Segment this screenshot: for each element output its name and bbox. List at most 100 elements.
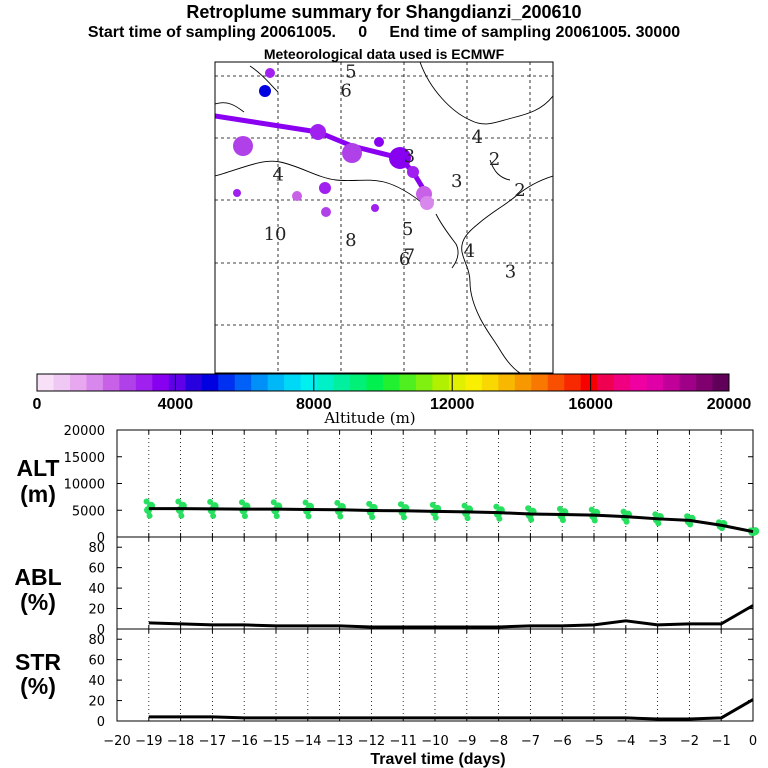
time-series-panels: 05000100001500020000020406080020406080−2…	[64, 424, 760, 749]
altitude-scatter-point	[655, 520, 662, 527]
colorbar-tick-label: 0	[33, 396, 42, 413]
x-tick-label: −14	[294, 734, 321, 749]
colorbar-cell	[630, 374, 648, 391]
centroid-circle-day-6-north	[259, 85, 271, 97]
x-tick-label: −17	[199, 734, 226, 749]
panel-0: 0 5000 10000 15000 20000	[64, 424, 760, 546]
centroid-circle-day-4	[233, 136, 253, 156]
panel-frame	[116, 628, 754, 722]
y-tick-label: 20000	[64, 424, 105, 439]
x-tick-label: −6	[553, 734, 572, 749]
colorbar-tick-label: 4000	[158, 396, 194, 413]
colorbar-cell	[663, 374, 681, 391]
x-tick-label: −9	[457, 734, 476, 749]
day-label: 5	[345, 62, 356, 83]
x-tick-label: −18	[167, 734, 194, 749]
colorbar-cell	[37, 374, 54, 391]
x-tick-label: −16	[230, 734, 257, 749]
colorbar-cell	[333, 374, 351, 391]
centroid-circle-day-2b	[407, 166, 419, 178]
y-tick-label: 40	[88, 582, 105, 597]
colorbar-cell	[168, 374, 186, 391]
colorbar-cell	[152, 374, 170, 391]
x-tick-label: −12	[358, 734, 385, 749]
y-tick-label: 20	[88, 695, 105, 710]
str-panel-label: STR	[15, 649, 61, 675]
y-tick-label: 0	[97, 623, 105, 638]
altitude-scatter-point	[143, 498, 150, 505]
x-tick-label: −15	[262, 734, 289, 749]
centroid-circle-day-10	[233, 189, 241, 197]
altitude-scatter-point	[751, 527, 760, 536]
y-tick-label: 10000	[64, 478, 105, 493]
series-line	[148, 507, 754, 534]
altitude-scatter-point	[146, 512, 153, 519]
colorbar-cell	[267, 374, 285, 391]
series-line	[148, 604, 754, 629]
altitude-scatter-point	[175, 498, 182, 505]
x-axis-title: Travel time (days)	[370, 751, 505, 768]
colorbar-cell	[366, 374, 384, 391]
colorbar-cell	[350, 374, 368, 391]
day-label: 3	[451, 171, 462, 192]
x-tick-label: −4	[616, 734, 635, 749]
altitude-colorbar: 0 4000 8000 12000 16000 20000 Altitude (m)	[33, 373, 751, 427]
altitude-scatter-point	[559, 517, 566, 524]
day-label: 2	[489, 149, 500, 170]
altitude-scatter-point	[591, 517, 598, 524]
colorbar-title: Altitude (m)	[323, 409, 415, 427]
altitude-scatter-point	[432, 514, 439, 521]
colorbar-cell	[564, 374, 582, 391]
centroid-circle-day-2c	[374, 137, 384, 147]
colorbar-cell	[218, 374, 236, 391]
map-frame	[214, 61, 554, 374]
altitude-scatter-point	[207, 498, 214, 505]
colorbar-cell	[135, 374, 153, 391]
colorbar-cell	[284, 374, 302, 391]
x-tick-label: −7	[521, 734, 540, 749]
colorbar-cells	[37, 374, 730, 391]
map-gridlines	[215, 62, 553, 373]
x-tick-label: −1	[712, 734, 731, 749]
colorbar-cell	[712, 374, 730, 391]
sampling-subtitle: Start time of sampling 20061005. 0 End t…	[87, 24, 681, 41]
colorbar-cell	[201, 374, 219, 391]
colorbar-cell	[465, 374, 483, 391]
colorbar-tick-label: 16000	[568, 396, 613, 413]
day-label: 3	[404, 146, 415, 167]
altitude-scatter-point	[496, 515, 503, 522]
colorbar-cell	[234, 374, 252, 391]
colorbar-cell	[69, 374, 87, 391]
x-tick-label: −2	[680, 734, 699, 749]
colorbar-cell	[383, 374, 400, 391]
colorbar-cell	[415, 374, 433, 391]
chart-title: Retroplume summary for Shangdianzi_20061…	[186, 2, 582, 22]
colorbar-cell	[679, 374, 697, 391]
y-tick-label: 80	[88, 541, 105, 556]
colorbar-cell	[251, 374, 269, 391]
y-tick-label: 0	[97, 531, 105, 546]
day-label: 0	[566, 227, 577, 248]
x-tick-label: −20	[103, 734, 130, 749]
panel-1: 0 20 40 60 80	[88, 536, 754, 638]
centroid-circle-day-5-north	[265, 68, 275, 78]
day-label: 4	[464, 241, 475, 262]
y-tick-label: 60	[88, 654, 105, 669]
colorbar-cell	[498, 374, 516, 391]
plume-centroid-markers	[233, 68, 434, 217]
centroid-circle-day-8	[292, 191, 302, 201]
colorbar-cell	[531, 374, 549, 391]
altitude-scatter-point	[238, 499, 245, 506]
x-tick-label: −11	[389, 734, 416, 749]
day-label: 3	[505, 261, 516, 282]
x-tick-label: −19	[135, 734, 162, 749]
altitude-scatter-point	[687, 521, 694, 528]
altitude-scatter-point	[178, 512, 185, 519]
colorbar-cell	[432, 374, 450, 391]
day-label: 6	[340, 80, 351, 101]
x-tick-label: −5	[584, 734, 603, 749]
coastlines-and-borders	[215, 62, 553, 373]
